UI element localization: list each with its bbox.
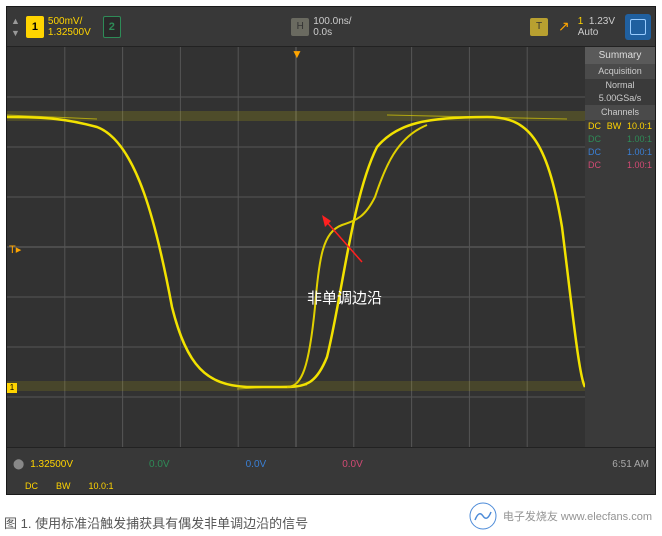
top-toolbar: ▲▼ 1 500mV/ 1.32500V 2 H 100.0ns/ 0.0s T…	[7, 7, 655, 47]
watermark: 电子发烧友 www.elecfans.com	[469, 502, 652, 530]
bottom-bar: ⬤ 1.32500V 0.0V 0.0V 0.0V 6:51 AM	[7, 447, 655, 481]
bottom-bar-lower: DC BW 10.0:1	[7, 481, 655, 494]
trigger-slope-icon: ↗	[558, 18, 570, 35]
bot-ch3-value: 0.0V	[246, 459, 267, 470]
channel-info-row: DC1.00:1	[585, 146, 655, 159]
horiz-delay: 0.0s	[313, 27, 351, 38]
side-panel[interactable]: Summary Acquisition Normal 5.00GSa/s Cha…	[585, 47, 655, 447]
horizontal-readout: 100.0ns/ 0.0s	[313, 16, 351, 38]
bot-coupling: DC	[25, 481, 38, 491]
acquisition-header: Acquisition	[585, 64, 655, 79]
trig-source: 1	[578, 16, 584, 27]
watermark-logo-icon	[469, 502, 497, 530]
trig-level: 1.23V	[589, 16, 615, 27]
hi-persistence	[7, 111, 585, 121]
trig-mode: Auto	[578, 27, 615, 38]
channel-info-row: DCBW10.0:1	[585, 120, 655, 133]
bot-ratio: 10.0:1	[89, 481, 114, 491]
bot-ch1-value: 1.32500V	[30, 459, 73, 470]
annotation-arrow	[325, 220, 362, 262]
bot-ch2-value: 0.0V	[149, 459, 170, 470]
trigger-badge[interactable]: T	[530, 18, 548, 36]
sample-rate: 5.00GSa/s	[585, 92, 655, 105]
oscilloscope-screen: ▲▼ 1 500mV/ 1.32500V 2 H 100.0ns/ 0.0s T…	[6, 6, 656, 495]
channel-1-badge[interactable]: 1	[26, 16, 44, 38]
acq-mode: Normal	[585, 79, 655, 92]
annotation-text: 非单调边沿	[307, 287, 382, 308]
horiz-scale: 100.0ns/	[313, 16, 351, 27]
bot-ch4-value: 0.0V	[342, 459, 363, 470]
waveform-plot[interactable]: ▼ T▸ 1 非单调边沿	[7, 47, 585, 447]
trigger-readout: 1 1.23V Auto	[578, 16, 615, 38]
channel-info-row: DC1.00:1	[585, 159, 655, 172]
ch1-scale: 500mV/	[48, 16, 91, 27]
channels-header: Channels	[585, 105, 655, 120]
noise-1	[7, 115, 567, 389]
channel-2-badge[interactable]: 2	[103, 16, 121, 38]
trigger-level-marker: T▸	[9, 243, 21, 256]
summary-header: Summary	[585, 47, 655, 64]
main-area: ▼ T▸ 1 非单调边沿 Summary Acquisition Normal …	[7, 47, 655, 447]
clock: 6:51 AM	[612, 459, 649, 470]
bot-ch1-indicator: ⬤	[13, 459, 24, 470]
ch1-offset: 1.32500V	[48, 27, 91, 38]
display-mode-icon[interactable]	[625, 14, 651, 40]
plot-svg	[7, 47, 585, 447]
bot-bw: BW	[56, 481, 71, 491]
watermark-text: 电子发烧友 www.elecfans.com	[503, 508, 652, 524]
channel-info-row: DC1.00:1	[585, 133, 655, 146]
horizontal-badge[interactable]: H	[291, 18, 309, 36]
trigger-position-marker: ▼	[291, 47, 303, 61]
channel-1-readout: 500mV/ 1.32500V	[48, 16, 91, 38]
nav-arrows[interactable]: ▲▼	[11, 16, 20, 38]
ch1-ground-marker: 1	[7, 383, 17, 393]
